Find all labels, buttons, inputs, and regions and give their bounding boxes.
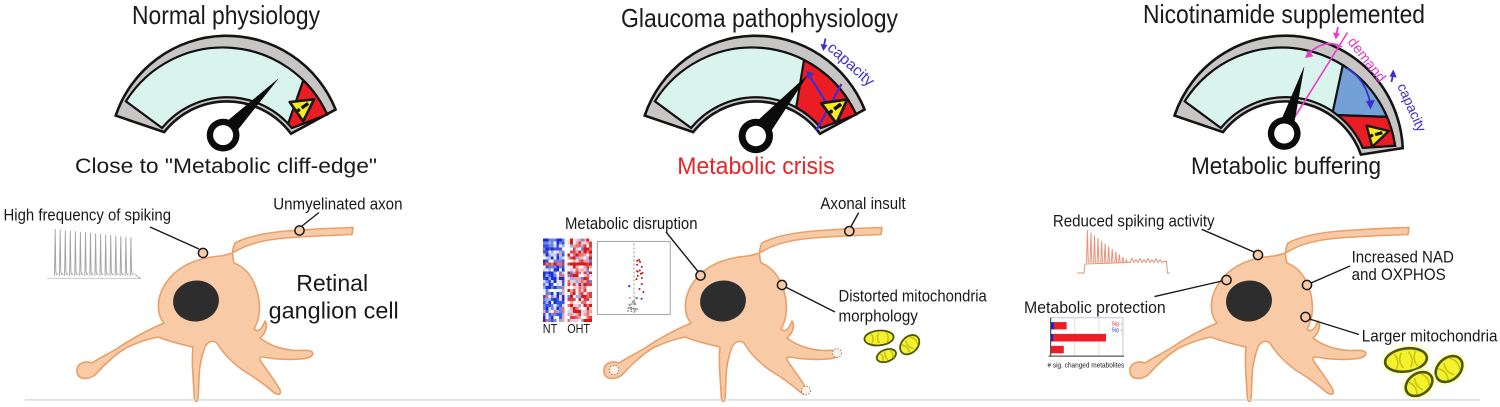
- svg-text:Reduced spiking activity: Reduced spiking activity: [1053, 212, 1215, 231]
- svg-text:and OXPHOS: and OXPHOS: [1352, 265, 1446, 284]
- svg-text:OHT: OHT: [567, 322, 590, 336]
- svg-text:Sig ↓: Sig ↓: [1112, 328, 1123, 334]
- svg-text:Metabolic crisis: Metabolic crisis: [677, 153, 834, 180]
- svg-text:Metabolic disruption: Metabolic disruption: [565, 214, 698, 233]
- svg-text:Larger mitochondria: Larger mitochondria: [1362, 327, 1498, 346]
- svg-text:Nicotinamide supplemented: Nicotinamide supplemented: [1143, 0, 1425, 29]
- svg-text:Close to "Metabolic cliff-edge: Close to "Metabolic cliff-edge": [75, 155, 377, 178]
- svg-text:Unmyelinated axon: Unmyelinated axon: [273, 194, 402, 213]
- svg-text:Sig ↑: Sig ↑: [1112, 322, 1123, 328]
- svg-text:Metabolic protection: Metabolic protection: [1024, 298, 1166, 317]
- svg-text:Increased NAD: Increased NAD: [1352, 248, 1454, 267]
- svg-text:NT: NT: [543, 322, 558, 336]
- svg-text:Retinal: Retinal: [296, 270, 368, 296]
- svg-text:Metabolic buffering: Metabolic buffering: [1191, 153, 1381, 180]
- svg-text:ganglion cell: ganglion cell: [269, 297, 399, 323]
- svg-text:Glaucoma pathophysiology: Glaucoma pathophysiology: [621, 3, 898, 33]
- svg-text:Distorted mitochondria: Distorted mitochondria: [839, 286, 988, 305]
- svg-text:morphology: morphology: [839, 307, 919, 326]
- svg-text:Normal physiology: Normal physiology: [132, 0, 320, 30]
- svg-text:# sig. changed metabolites: # sig. changed metabolites: [1048, 361, 1125, 370]
- svg-text:Axonal insult: Axonal insult: [820, 194, 906, 213]
- svg-text:High frequency of spiking: High frequency of spiking: [4, 206, 172, 225]
